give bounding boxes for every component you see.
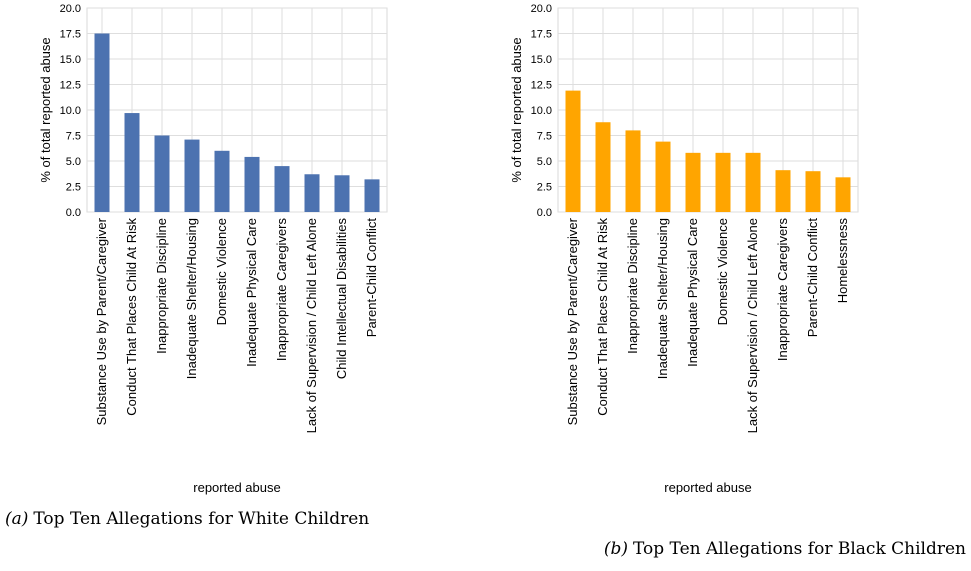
y-tick-label: 15.0: [531, 54, 552, 66]
x-tick-label: Homelessness: [835, 218, 850, 304]
bar-5: [214, 150, 230, 212]
bar-5: [685, 152, 701, 212]
x-tick-label: Conduct That Places Child At Risk: [595, 218, 610, 416]
y-tick-label: 12.5: [60, 80, 81, 92]
bar-10: [835, 177, 851, 212]
figure-caption: (a) Top Ten Allegations for White Childre…: [5, 509, 369, 529]
y-tick-label: 7.5: [537, 131, 552, 143]
x-tick-label: Inappropriate Caregivers: [274, 218, 289, 362]
bar-7: [745, 152, 761, 212]
bar-4: [655, 141, 671, 212]
y-tick-label: 12.5: [531, 80, 552, 92]
y-tick-label: 2.5: [66, 182, 81, 194]
bar-8: [304, 174, 320, 212]
y-tick-label: 5.0: [537, 156, 552, 168]
bar-6: [715, 152, 731, 212]
x-tick-label: Conduct That Places Child At Risk: [124, 218, 139, 416]
y-tick-label: 17.5: [60, 29, 81, 41]
bar-4: [184, 139, 200, 212]
x-tick-label: Parent-Child Conflict: [364, 218, 379, 338]
y-axis-title: % of total reported abuse: [509, 37, 524, 182]
caption-text: Top Ten Allegations for White Children: [33, 509, 369, 529]
x-tick-label: Substance Use by Parent/Caregiver: [94, 217, 109, 425]
figure-caption: (b) Top Ten Allegations for Black Childre…: [604, 539, 966, 559]
bar-6: [244, 156, 260, 212]
x-axis-title: reported abuse: [664, 480, 751, 495]
x-tick-label: Lack of Supervision / Child Left Alone: [745, 218, 760, 433]
y-tick-label: 10.0: [60, 105, 81, 117]
bar-3: [154, 135, 170, 212]
chart-0: 0.0 2.5 5.0 7.5 10.0 12.5 15.0 17.5 20.0 Substanc…: [5, 3, 388, 529]
y-tick-label: 20.0: [60, 3, 81, 15]
y-tick-label: 17.5: [531, 29, 552, 41]
x-axis-title: reported abuse: [193, 480, 280, 495]
x-tick-label: Substance Use by Parent/Caregiver: [565, 217, 580, 425]
y-axis-title: % of total reported abuse: [38, 37, 53, 182]
y-tick-label: 0.0: [537, 207, 552, 219]
y-tick-label: 15.0: [60, 54, 81, 66]
caption-text: Top Ten Allegations for Black Children: [633, 539, 966, 559]
y-tick-label: 5.0: [66, 156, 81, 168]
bar-8: [775, 170, 791, 212]
x-tick-label: Child Intellectual Disabilities: [334, 218, 349, 380]
bar-1: [565, 90, 581, 212]
x-tick-label: Inadequate Physical Care: [685, 218, 700, 367]
bar-2: [124, 113, 140, 212]
x-tick-label: Inadequate Shelter/Housing: [655, 218, 670, 379]
x-tick-label: Domestic Violence: [715, 218, 730, 325]
y-tick-label: 7.5: [66, 131, 81, 143]
x-tick-label: Inappropriate Caregivers: [775, 218, 790, 362]
x-tick-label: Inadequate Physical Care: [244, 218, 259, 367]
x-tick-label: Parent-Child Conflict: [805, 218, 820, 338]
x-tick-label: Inappropriate Discipline: [625, 218, 640, 354]
bar-7: [274, 166, 290, 212]
x-tick-label: Inadequate Shelter/Housing: [184, 218, 199, 379]
caption-letter: (b): [604, 539, 628, 559]
x-tick-label: Inappropriate Discipline: [154, 218, 169, 354]
y-tick-label: 10.0: [531, 105, 552, 117]
y-tick-label: 2.5: [537, 182, 552, 194]
y-tick-label: 20.0: [531, 3, 552, 15]
bar-1: [94, 33, 110, 212]
bar-10: [364, 179, 380, 212]
bar-3: [625, 130, 641, 212]
y-tick-label: 0.0: [66, 207, 81, 219]
bar-2: [595, 122, 611, 212]
x-tick-label: Lack of Supervision / Child Left Alone: [304, 218, 319, 433]
chart-1: 0.0 2.5 5.0 7.5 10.0 12.5 15.0 17.5 20.0 Substanc…: [509, 3, 966, 559]
bar-9: [334, 175, 350, 212]
x-tick-label: Domestic Violence: [214, 218, 229, 325]
bar-9: [805, 171, 821, 212]
caption-letter: (a): [5, 509, 28, 529]
